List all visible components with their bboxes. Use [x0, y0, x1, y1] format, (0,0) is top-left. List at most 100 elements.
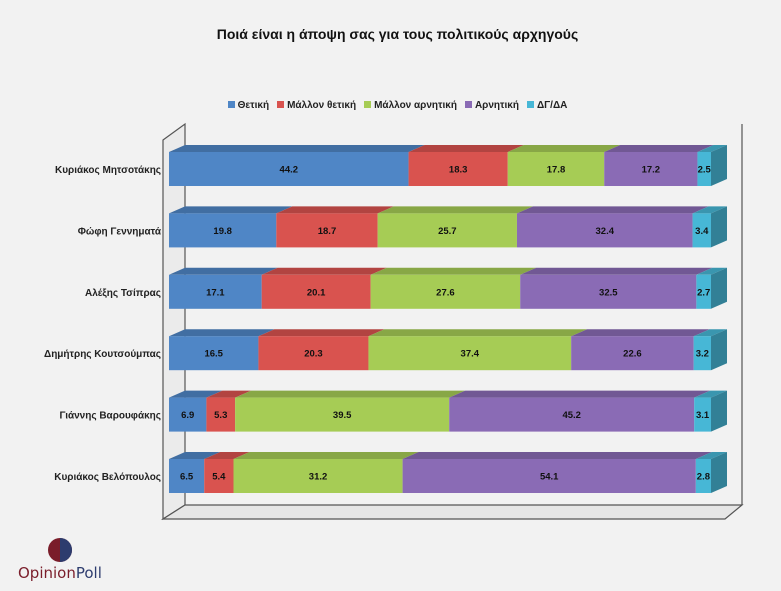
legend-swatch: [227, 101, 235, 108]
bar-top: [604, 145, 714, 152]
data-label: 32.5: [599, 287, 618, 298]
data-label: 17.8: [547, 165, 566, 176]
data-label: 31.2: [309, 472, 328, 483]
bar-segment: [520, 274, 697, 309]
bar-top: [261, 267, 387, 275]
bar-segment: [370, 274, 521, 309]
bar-segment: [377, 213, 517, 248]
bar-top: [206, 390, 252, 398]
data-label: 54.1: [540, 472, 559, 483]
bar-end: [711, 267, 727, 309]
bar-segment: [204, 459, 234, 493]
bar-top: [693, 329, 727, 337]
bar-segment: [408, 152, 508, 186]
bar-end: [711, 452, 727, 493]
bar-end: [711, 329, 727, 371]
data-label: 3.4: [695, 226, 709, 237]
bar-top: [408, 145, 524, 152]
data-label: 16.5: [204, 349, 223, 360]
bar-top: [694, 390, 727, 398]
bar-top: [233, 452, 419, 459]
data-label: 39.5: [333, 410, 352, 421]
category-label: Αλέξης Τσίπρας: [85, 288, 161, 299]
bar-segment: [258, 336, 369, 371]
bar-segment: [449, 397, 695, 432]
bar-top: [507, 145, 621, 152]
bar-top: [370, 267, 537, 275]
bar-segment: [206, 397, 236, 432]
chart-title: Ποιά είναι η άποψη σας για τους πολιτικο…: [216, 26, 579, 42]
bar-segment: [507, 152, 605, 186]
bar-segment: [169, 152, 409, 186]
bar-segment: [261, 274, 371, 309]
bar-end: [711, 390, 727, 432]
data-label: 17.2: [642, 165, 661, 176]
chart-legend: Θετική Μάλλον θετική Μάλλον αρνητική Αρνητι…: [0, 100, 781, 111]
category-label: Δημήτρης Κουτσούμπας: [44, 349, 161, 360]
bar-top: [695, 452, 727, 459]
legend-swatch: [364, 101, 372, 108]
data-label: 3.2: [696, 349, 709, 360]
bar-top: [377, 206, 533, 214]
data-label: 5.4: [212, 472, 226, 483]
brand-logo-text: OpinionPoll: [18, 564, 102, 582]
category-label: Φώφη Γεννηματά: [78, 226, 162, 237]
data-label: 2.8: [697, 472, 710, 483]
bar-segment: [235, 397, 450, 432]
bar-segment: [604, 152, 698, 186]
bar-segment: [169, 274, 262, 309]
bar-segment: [697, 152, 711, 186]
legend-swatch: [464, 101, 472, 108]
bar-segment: [402, 459, 696, 493]
brand-logo-part1: Opinion: [18, 564, 76, 582]
data-label: 22.6: [623, 349, 642, 360]
data-label: 18.7: [318, 226, 337, 237]
bar-top: [696, 267, 727, 275]
bar-top: [402, 452, 712, 459]
opinionpoll-logo-icon: [48, 538, 72, 562]
bar-segment: [696, 274, 711, 309]
bar-top: [204, 452, 250, 459]
data-label: 27.6: [436, 287, 455, 298]
bar-segment: [169, 459, 205, 493]
bar-top: [449, 390, 711, 398]
bar-segment: [233, 459, 403, 493]
bar-top: [169, 267, 278, 275]
bar-segment: [694, 397, 711, 432]
bar-top: [276, 206, 394, 214]
bar-end: [711, 145, 727, 186]
bar-segment: [693, 336, 711, 371]
floor-wall: [160, 504, 744, 520]
bar-top: [258, 329, 385, 337]
bar-segment: [276, 213, 378, 248]
brand-logo-part2: Poll: [75, 564, 102, 582]
bar-top: [169, 206, 293, 214]
bar-segment: [169, 397, 207, 432]
bar-top: [169, 390, 223, 398]
data-label: 44.2: [280, 165, 299, 176]
bar-segment: [169, 213, 277, 248]
bar-top: [368, 329, 588, 337]
legend-label: ΔΓ/ΔΑ: [536, 100, 568, 111]
data-label: 2.7: [697, 287, 710, 298]
bar-top: [235, 390, 466, 398]
data-label: 19.8: [213, 226, 232, 237]
legend-label: Αρνητική: [474, 100, 519, 111]
legend-item-0: Θετική: [227, 100, 270, 111]
legend-swatch: [277, 101, 285, 108]
bar-segment: [571, 336, 694, 371]
bar-segment: [695, 459, 711, 493]
data-label: 5.3: [214, 410, 227, 421]
bar-end: [711, 206, 727, 248]
data-label: 18.3: [449, 165, 468, 176]
legend-label: Θετική: [237, 100, 270, 111]
data-label: 20.1: [307, 287, 326, 298]
data-label: 6.9: [181, 410, 194, 421]
bar-top: [571, 329, 710, 337]
data-label: 37.4: [461, 349, 480, 360]
data-label: 20.3: [304, 349, 323, 360]
bar-top: [169, 329, 275, 337]
bar-top: [697, 145, 727, 152]
legend-label: Μάλλον αρνητική: [374, 100, 457, 111]
bar-segment: [169, 336, 259, 371]
